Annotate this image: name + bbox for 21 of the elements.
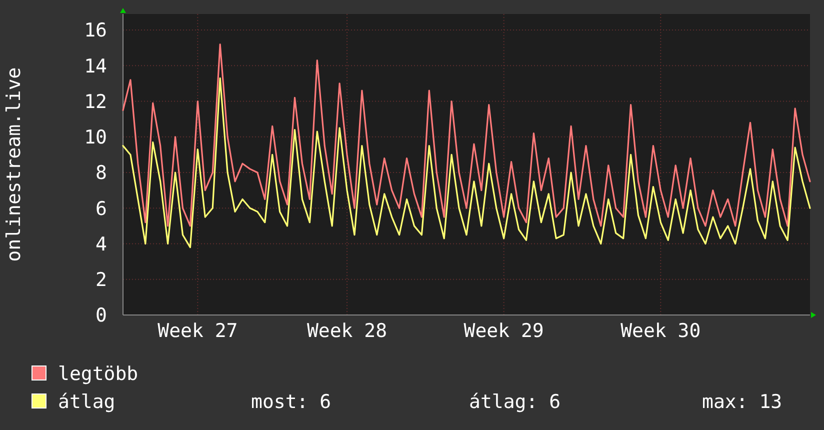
x-tick-label: Week 30 [620,320,701,342]
y-tick-label: 14 [84,55,107,78]
y-tick-label: 6 [96,198,107,220]
line-series [122,77,811,248]
y-tick-label: 2 [96,269,107,292]
y-tick-label: 12 [84,90,107,113]
text: most: 6 [251,391,332,413]
y-tick-label: 16 [84,20,107,42]
text: max: 13 [702,391,782,413]
y-axis-title: onlinestream.live [3,67,25,262]
text: átlag: 6 [469,391,561,413]
y-tick-label: 8 [96,162,107,184]
x-tick-label: Week 27 [158,320,238,342]
y-tick-label: 10 [84,126,107,149]
legend-label: átlag [58,391,116,413]
line-series [122,43,811,227]
x-tick-label: Week 29 [464,320,544,342]
x-tick-label: Week 28 [306,320,388,342]
y-tick-label: 4 [96,233,107,256]
legend-label: legtöbb [58,363,138,385]
y-tick-label: 0 [96,304,107,327]
